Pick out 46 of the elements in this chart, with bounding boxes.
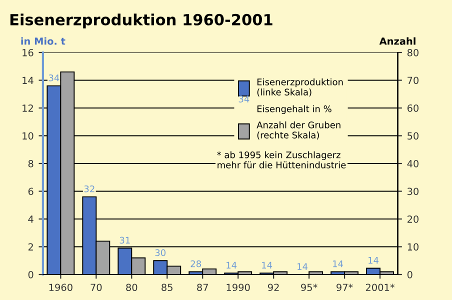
annotation: 14 <box>226 262 237 268</box>
x-tick-label: 70 <box>90 284 102 292</box>
y-tick-label: 0 <box>28 270 34 278</box>
legend-label: Eisenerzproduktion (linke Skala) <box>257 78 343 97</box>
y-tick-label: 12 <box>22 104 33 112</box>
x-tick-label: 80 <box>126 284 138 292</box>
y2-tick-label: 40 <box>407 160 419 168</box>
legend-label: Anzahl der Gruben (rechte Skala) <box>256 121 340 140</box>
y2-tick-label: 20 <box>408 215 419 223</box>
y-tick-label: 16 <box>22 48 34 56</box>
y2-axis-title: Anzahl <box>379 37 416 45</box>
y2-tick-label: 30 <box>408 188 419 196</box>
annotation: 32 <box>84 185 94 192</box>
y-tick-label: 14 <box>22 76 34 84</box>
annotation: 31 <box>120 236 130 244</box>
y-tick-label: 6 <box>28 188 34 196</box>
y2-tick-label: 60 <box>407 104 419 112</box>
annotation: 28 <box>190 260 201 268</box>
annotation: 30 <box>155 249 166 256</box>
annotation: Eisengehalt in % <box>257 105 332 114</box>
x-tick-label: 1990 <box>226 284 250 292</box>
chart-title: Eisenerzproduktion 1960-2001 <box>10 14 272 28</box>
y2-tick-label: 10 <box>408 243 419 251</box>
y2-tick-label: 50 <box>408 132 419 140</box>
x-tick-label: 87 <box>197 284 208 292</box>
x-tick-label: 95* <box>301 284 318 292</box>
x-tick-label: 85 <box>162 284 172 292</box>
x-tick-label: 97* <box>336 284 353 292</box>
x-tick-label: 92 <box>268 284 279 292</box>
annotation: 34 <box>48 74 60 82</box>
y-tick-label: 4 <box>28 216 34 223</box>
annotation: 14 <box>368 257 379 264</box>
annotation: 14 <box>333 260 344 268</box>
y2-tick-label: 70 <box>408 76 419 84</box>
y-tick-label: 2 <box>28 243 33 250</box>
y2-tick-label: 0 <box>407 270 412 278</box>
x-tick-label: 1960 <box>49 284 72 292</box>
y-axis-title: in Mio. t <box>21 37 66 45</box>
text: 34 <box>238 96 250 102</box>
annotation: 14 <box>298 263 308 270</box>
annotation: 14 <box>262 262 272 268</box>
y-tick-label: 10 <box>22 132 34 140</box>
annotation: * ab 1995 kein Zuschlagerz mehr für die Hüttenindustrie <box>217 151 346 168</box>
y2-tick-label: 80 <box>407 48 419 56</box>
y-tick-label: 8 <box>28 160 34 168</box>
x-tick-label: 2001* <box>366 284 395 292</box>
